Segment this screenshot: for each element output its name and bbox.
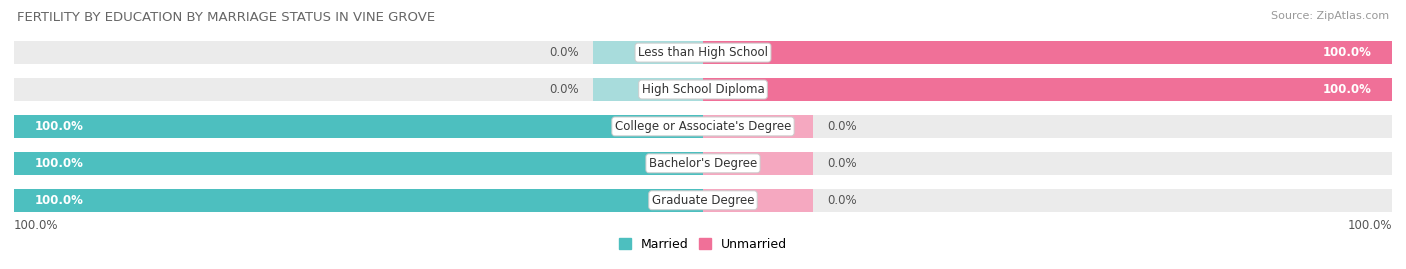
Text: 0.0%: 0.0% [550, 83, 579, 96]
Text: FERTILITY BY EDUCATION BY MARRIAGE STATUS IN VINE GROVE: FERTILITY BY EDUCATION BY MARRIAGE STATU… [17, 11, 434, 24]
Text: 100.0%: 100.0% [14, 220, 59, 232]
Text: College or Associate's Degree: College or Associate's Degree [614, 120, 792, 133]
Bar [14, 78, 1392, 101]
Text: 0.0%: 0.0% [827, 120, 856, 133]
Text: 0.0%: 0.0% [827, 194, 856, 207]
Bar [14, 189, 703, 212]
Text: High School Diploma: High School Diploma [641, 83, 765, 96]
Bar [14, 152, 703, 175]
Bar [703, 78, 1392, 101]
Bar [703, 189, 813, 212]
Text: 100.0%: 100.0% [35, 157, 83, 170]
Text: 100.0%: 100.0% [1323, 83, 1371, 96]
Bar [14, 189, 1392, 212]
Text: Source: ZipAtlas.com: Source: ZipAtlas.com [1271, 11, 1389, 21]
Text: 100.0%: 100.0% [35, 120, 83, 133]
Bar [14, 115, 703, 138]
Bar [703, 115, 813, 138]
Text: 100.0%: 100.0% [1347, 220, 1392, 232]
Bar [593, 78, 703, 101]
Bar [14, 115, 1392, 138]
Legend: Married, Unmarried: Married, Unmarried [613, 233, 793, 256]
Bar [703, 152, 813, 175]
Text: 0.0%: 0.0% [827, 157, 856, 170]
Text: 100.0%: 100.0% [35, 194, 83, 207]
Text: Graduate Degree: Graduate Degree [652, 194, 754, 207]
Text: Less than High School: Less than High School [638, 46, 768, 59]
Text: 0.0%: 0.0% [550, 46, 579, 59]
Bar [14, 41, 1392, 64]
Bar [593, 41, 703, 64]
Bar [703, 41, 1392, 64]
Bar [14, 152, 1392, 175]
Text: Bachelor's Degree: Bachelor's Degree [650, 157, 756, 170]
Text: 100.0%: 100.0% [1323, 46, 1371, 59]
